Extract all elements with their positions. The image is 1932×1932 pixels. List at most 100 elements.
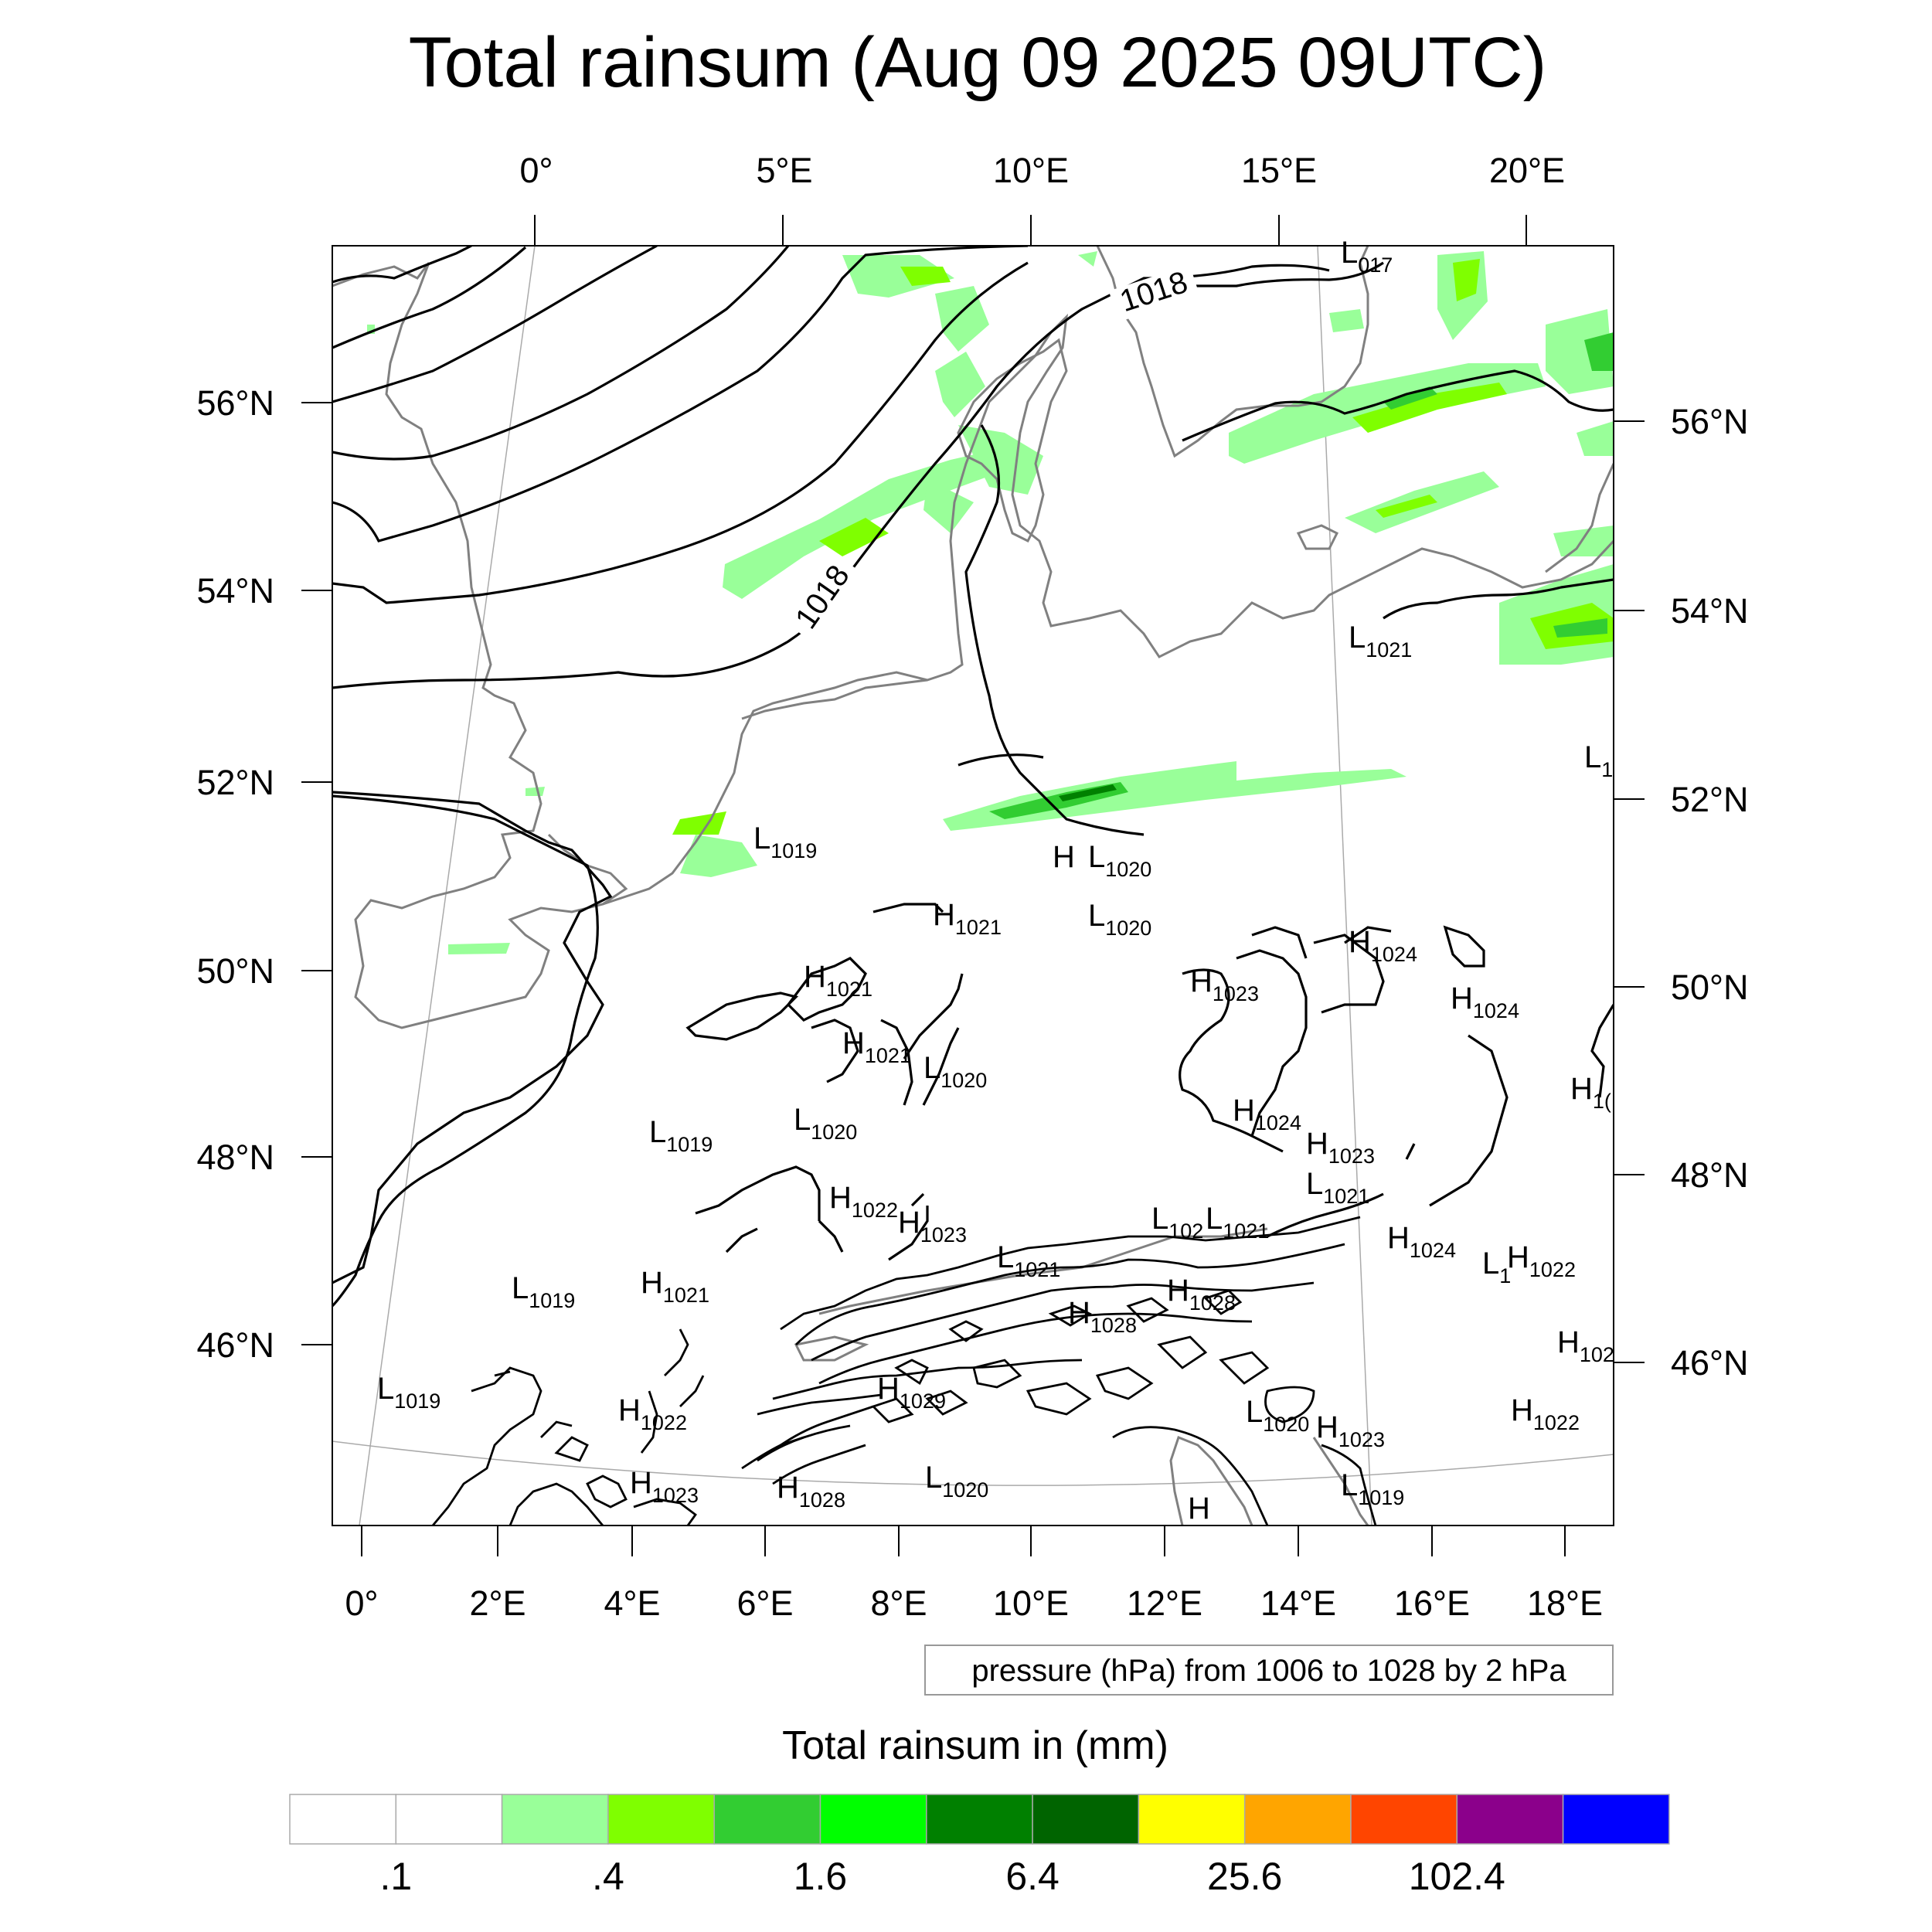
legend-tick-label: .4 [592,1855,624,1898]
legend-swatch [1562,1794,1670,1845]
rain-patch [680,835,757,877]
top-longitude-labels: 0° 5°E 10°E 15°E 20°E [519,151,1565,190]
legend-swatch [289,1794,397,1845]
continent-coast [602,313,1614,906]
low-pressure-label: L1019 [512,1271,575,1312]
high-pressure-label: H1021 [804,960,872,1001]
legend-tick-label: .1 [379,1855,412,1898]
rain-patch [842,255,954,298]
isobars-west [332,753,1044,1308]
legend-tick-label: 25.6 [1207,1855,1282,1898]
bottom-lon-label: 10°E [993,1583,1069,1623]
right-lat-label: 52°N [1671,780,1749,819]
rain-patch [958,425,1043,495]
great-britain-coast [332,262,628,1029]
bottom-lon-label: 2°E [469,1583,526,1623]
high-pressure-label: H1021 [933,898,1002,939]
high-pressure-label: H1021 [641,1266,709,1307]
legend-swatch [395,1794,503,1845]
rain-patch [1553,526,1614,556]
rain-patch [1577,421,1614,456]
high-pressure-label: H1024 [1349,925,1417,966]
low-pressure-label: L102 [1151,1202,1203,1243]
low-pressure-label: L1021 [1306,1167,1369,1208]
rain-patch [1059,784,1117,801]
rain-patch [1553,618,1607,638]
graticule [332,246,1614,1526]
legend-swatch [607,1794,715,1845]
low-pressure-label: L1021 [997,1240,1060,1281]
rain-patch [1383,386,1437,410]
rain-patch [1453,259,1480,301]
low-pressure-label: L1 [1482,1247,1511,1287]
border [818,1227,1268,1315]
legend-colorbar [289,1794,1670,1845]
rainsum-legend: Total rainsum in (mm) .1 .4 1.6 6.4 25.6 102.… [289,1723,1670,1898]
bottom-lon-label: 18°E [1527,1583,1603,1623]
right-lat-label: 50°N [1671,968,1749,1007]
low-pressure-label: L1020 [794,1103,857,1144]
adriatic-coast [1169,1436,1253,1526]
low-pressure-label: L1019 [649,1115,713,1156]
rain-patch [935,286,989,352]
left-lat-label: 56°N [196,383,274,423]
high-pressure-label: H102 [1557,1325,1614,1366]
rain-patch [526,787,545,796]
bottom-lon-label: 12°E [1127,1583,1202,1623]
pressure-info-text: pressure (hPa) from 1006 to 1028 by 2 hP… [971,1654,1566,1688]
low-pressure-label: L1019 [1341,1468,1404,1509]
right-lat-label: 56°N [1671,402,1749,441]
lake [794,1335,869,1362]
bottom-lon-label: 14°E [1260,1583,1336,1623]
bottom-lon-label: 16°E [1394,1583,1470,1623]
legend-swatch [926,1794,1033,1845]
right-lat-label: 46°N [1671,1343,1749,1383]
top-lon-label: 5°E [756,151,812,190]
map-title: Total rainsum (Aug 09 2025 09UTC) [409,23,1547,102]
legend-swatch [1032,1794,1140,1845]
rain-patch [943,761,1406,831]
low-pressure-label: L1 [1584,740,1613,781]
alpine-isobar-cluster [431,1216,1377,1526]
legend-swatch [1138,1794,1246,1845]
high-pressure-label: H1023 [630,1466,699,1507]
denmark-coast [957,338,1068,543]
right-latitude-labels: 56°N 54°N 52°N 50°N 48°N 46°N [1671,402,1749,1383]
legend-tick-label: 1.6 [794,1855,848,1898]
high-pressure-label: H [1188,1492,1210,1526]
high-pressure-label: H1022 [1511,1393,1580,1434]
high-pressure-label: H1023 [898,1206,967,1247]
adriatic-coast-east [1312,1437,1369,1526]
rainfall-shading [367,251,1614,954]
low-pressure-label: L1020 [1088,840,1151,881]
high-pressure-label: H1( [1570,1072,1611,1113]
bottom-lon-label: 4°E [604,1583,660,1623]
high-pressure-label: H1024 [1387,1221,1456,1262]
isobar-label: 1018 [1116,265,1192,318]
low-pressure-label: L017 [1341,236,1393,277]
legend-swatch [1350,1794,1458,1845]
low-pressure-label: L1019 [753,821,817,862]
legend-swatch [819,1794,927,1845]
rain-patch [819,518,889,556]
low-pressure-label: L1019 [377,1372,440,1413]
legend-swatch [1243,1794,1352,1845]
rain-patch [1329,309,1364,332]
tick-marks [301,215,1645,1556]
scandinavia-coast [1096,246,1369,458]
legend-tick-label: 102.4 [1409,1855,1505,1898]
high-pressure-label: H1021 [842,1026,911,1067]
high-pressure-label: H1024 [1451,981,1519,1022]
bottom-lon-label: 8°E [870,1583,927,1623]
baltic-island [1296,524,1339,550]
legend-tick-labels: .1 .4 1.6 6.4 25.6 102.4 [379,1855,1505,1898]
rain-patch [1352,383,1507,433]
high-pressure-label: H1029 [877,1372,946,1413]
left-latitude-labels: 56°N 54°N 52°N 50°N 48°N 46°N [196,383,274,1365]
rain-patch [900,267,951,286]
legend-title: Total rainsum in (mm) [782,1723,1168,1768]
legend-swatch [501,1794,609,1845]
rain-patch [1078,251,1097,267]
coastlines-and-borders [332,246,1614,1526]
